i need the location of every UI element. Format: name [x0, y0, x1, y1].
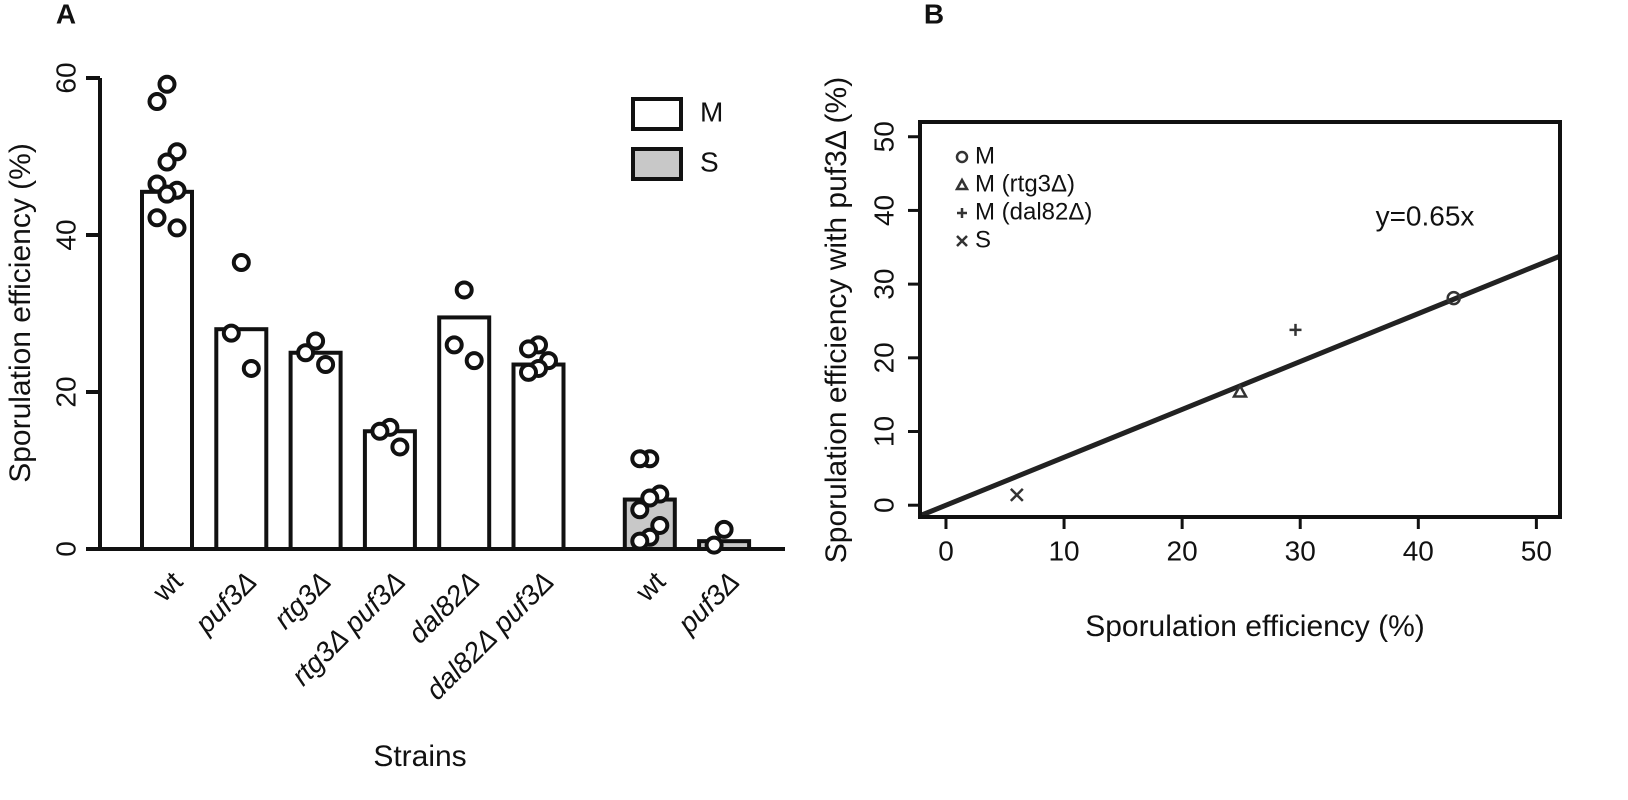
y-tick-label: 10	[868, 416, 899, 447]
x-tick-label: dal82Δ puf3Δ	[420, 566, 560, 706]
data-point	[714, 519, 734, 539]
x-tick-label: 30	[1285, 535, 1316, 566]
y-tick-label: 60	[50, 62, 81, 93]
bar	[511, 362, 566, 551]
data-point	[157, 152, 177, 172]
x-tick-label: puf3Δ	[671, 566, 745, 640]
legend-swatch	[631, 97, 683, 131]
data-point	[630, 449, 650, 469]
panel-letter: B	[924, 0, 944, 29]
data-point	[167, 218, 187, 238]
x-tick-label: 10	[1048, 535, 1079, 566]
y-axis-label: Sporulation efficiency with puf3Δ (%)	[820, 77, 853, 563]
data-point	[454, 280, 474, 300]
x-tick-label: 40	[1403, 535, 1434, 566]
y-tick-label: 20	[50, 376, 81, 407]
data-point	[390, 437, 410, 457]
x-tick-label: 0	[938, 535, 954, 566]
data-point	[519, 362, 538, 382]
y-tick-label: 30	[868, 269, 899, 300]
data-point	[704, 535, 724, 555]
plot-frame	[918, 120, 1562, 519]
data-point	[231, 252, 251, 272]
legend-marker	[955, 150, 969, 164]
legend-label: M	[700, 96, 723, 127]
data-point	[316, 355, 336, 375]
x-axis-label: Sporulation efficiency (%)	[1085, 610, 1425, 643]
x-tick-label: wt	[629, 565, 672, 608]
data-point	[519, 339, 538, 359]
data-point	[157, 74, 177, 94]
data-point	[221, 323, 241, 343]
panel-letter: A	[56, 0, 76, 29]
data-point	[650, 515, 670, 535]
legend-swatch	[631, 147, 683, 181]
x-tick-label: 50	[1521, 535, 1552, 566]
legend-label: S	[975, 226, 991, 253]
y-tick-label: 40	[50, 219, 81, 250]
y-tick-label: 40	[868, 195, 899, 226]
marker	[1446, 290, 1461, 306]
data-point	[444, 335, 464, 355]
legend-label: M (rtg3Δ)	[975, 170, 1075, 197]
legend-label: M	[975, 142, 995, 169]
data-point	[630, 531, 650, 551]
legend-marker	[956, 235, 968, 247]
fit-label: y=0.65x	[1376, 200, 1475, 231]
bar	[288, 350, 343, 551]
x-tick-label: puf3Δ	[188, 566, 262, 640]
data-point	[640, 488, 660, 508]
data-point	[147, 208, 167, 228]
bar	[697, 539, 752, 552]
legend-marker	[954, 177, 970, 191]
data-point	[157, 184, 177, 204]
marker	[1289, 323, 1302, 336]
marker	[1009, 488, 1024, 502]
x-axis-label: Strains	[373, 740, 466, 773]
y-axis-label: Sporulation efficiency (%)	[4, 143, 37, 483]
y-tick-label: 0	[868, 497, 899, 513]
marker	[1231, 383, 1249, 398]
data-point	[370, 421, 390, 441]
data-point	[464, 351, 484, 371]
data-point	[241, 358, 261, 378]
x-tick-label: wt	[146, 565, 189, 608]
y-tick-label: 0	[50, 541, 81, 557]
legend-label: M (dal82Δ)	[975, 198, 1092, 225]
data-point	[306, 331, 326, 351]
bar	[437, 315, 492, 551]
bar	[214, 327, 269, 552]
data-point	[630, 500, 650, 520]
legend-label: S	[700, 146, 719, 177]
y-tick-label: 20	[868, 342, 899, 373]
x-tick-label: 20	[1167, 535, 1198, 566]
data-point	[296, 343, 316, 363]
y-tick-label: 50	[868, 121, 899, 152]
bar	[140, 189, 194, 551]
legend-marker	[957, 208, 967, 218]
data-point	[147, 92, 167, 112]
x-tick-label: rtg3Δ	[268, 566, 337, 635]
